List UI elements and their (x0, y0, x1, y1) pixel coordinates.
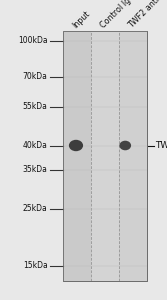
Text: Control IgG: Control IgG (99, 0, 137, 30)
Bar (63, 32, 91, 280)
Bar (91, 32, 119, 280)
Bar (63, 32, 147, 280)
Text: TWF2 antibody: TWF2 antibody (127, 0, 167, 30)
Text: 70kDa: 70kDa (23, 72, 48, 81)
Text: 100kDa: 100kDa (18, 36, 48, 45)
Text: 15kDa: 15kDa (23, 261, 48, 270)
Text: TWF2: TWF2 (155, 141, 167, 150)
Ellipse shape (69, 140, 83, 151)
Bar (119, 32, 147, 280)
Text: 55kDa: 55kDa (23, 102, 48, 111)
Text: 35kDa: 35kDa (23, 165, 48, 174)
Bar (63, 32, 147, 280)
Text: Input: Input (71, 9, 92, 30)
Ellipse shape (119, 141, 131, 150)
Text: 25kDa: 25kDa (23, 204, 48, 213)
Text: 40kDa: 40kDa (23, 141, 48, 150)
